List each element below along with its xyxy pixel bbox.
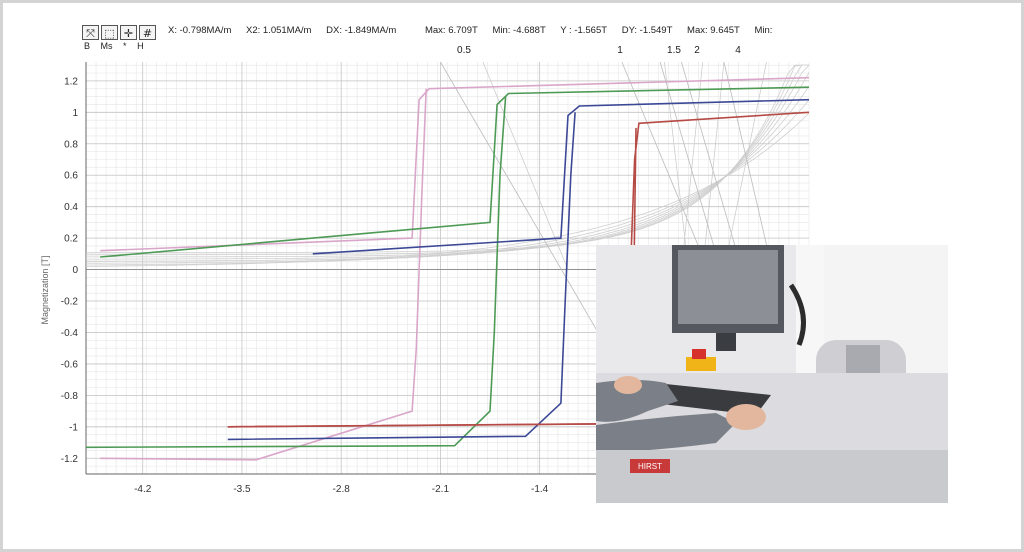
cursor-readout: X: -0.798MA/m X2: 1.051MA/m DX: -1.849MA… xyxy=(168,25,784,36)
readout-dx: DX: -1.849MA/m xyxy=(326,25,397,36)
y-tick-label: 1.2 xyxy=(64,76,78,87)
operator-arm-right xyxy=(596,413,736,453)
curve-label: 2 xyxy=(694,45,700,56)
y-tick-label: 1 xyxy=(72,108,78,119)
y-tick-label: -0.6 xyxy=(61,359,79,370)
operator-hand-left xyxy=(614,376,642,394)
y-tick-label: -1 xyxy=(69,422,78,433)
y-tick-label: -0.2 xyxy=(61,297,79,308)
mode-h[interactable]: H xyxy=(137,41,144,51)
y-tick-label: 0.6 xyxy=(64,171,78,182)
readout-x1: X: -0.798MA/m xyxy=(168,25,232,36)
curve-label: 1 xyxy=(617,45,623,56)
readout-max: Max: 6.709T xyxy=(424,25,478,36)
hysteresis-curves xyxy=(85,76,810,461)
zoom-box-icon[interactable]: ⬚ xyxy=(101,24,118,40)
cabinet-front xyxy=(596,450,948,503)
mode-star[interactable]: * xyxy=(123,41,127,51)
background-trace xyxy=(86,64,809,254)
y-tick-label: -0.4 xyxy=(61,328,79,339)
curve-upper-0 xyxy=(100,76,810,252)
mode-selector: B Ms * H xyxy=(84,41,152,51)
instrument-photo: HIRST xyxy=(596,245,948,503)
monitor-stand xyxy=(716,333,736,351)
load-line xyxy=(681,61,704,270)
brand-plate xyxy=(630,459,670,473)
y-tick-label: 0.8 xyxy=(64,139,78,150)
zoom-fit-icon[interactable]: ⤧ xyxy=(82,24,99,40)
emergency-stop xyxy=(686,357,716,371)
curve-upper-1 xyxy=(100,86,810,258)
load-line xyxy=(723,61,767,270)
readout-x2: X2: 1.051MA/m xyxy=(246,25,312,36)
background-trace xyxy=(86,64,809,256)
curve-labels: 0.5 1 1.5 2 4 xyxy=(457,45,741,56)
mode-ms[interactable]: Ms xyxy=(100,41,113,51)
readout-min2: Min: xyxy=(754,25,773,36)
x-axis-ticks: -4.2 -3.5 -2.8 -2.1 -1.4 xyxy=(134,484,549,495)
curve-upper-2 xyxy=(312,98,810,255)
emergency-stop-button xyxy=(692,349,706,359)
x-tick-label: -2.8 xyxy=(333,484,351,495)
x-tick-label: -3.5 xyxy=(233,484,251,495)
readout-y: Y : -1.565T xyxy=(560,25,608,36)
mode-b[interactable]: B xyxy=(84,41,91,51)
curve-label: 1.5 xyxy=(667,45,681,56)
x-tick-label: -4.2 xyxy=(134,484,152,495)
readout-max2: Max: 9.645T xyxy=(687,25,740,36)
curve-lower-1 xyxy=(85,96,507,449)
curve-lower-2 xyxy=(227,112,576,441)
y-tick-label: 0.4 xyxy=(64,202,78,213)
operator-hand-right xyxy=(726,404,766,430)
load-line xyxy=(702,61,725,270)
grid-icon[interactable]: # xyxy=(139,24,156,40)
background-trace xyxy=(86,64,809,258)
curve-label: 4 xyxy=(735,45,741,56)
crosshair-icon[interactable]: ✛ xyxy=(120,24,137,40)
cable xyxy=(788,283,806,346)
chart-toolbar: ⤧ ⬚ ✛ # xyxy=(82,22,158,42)
load-line xyxy=(482,61,569,270)
y-tick-label: 0.2 xyxy=(64,234,78,245)
y-axis-ticks: 1.2 1 0.8 0.6 0.4 0.2 0 -0.2 -0.4 -0.6 -0.8 -1 -1.2 xyxy=(61,76,79,464)
operator-arm-left xyxy=(596,380,678,422)
curve-label: 0.5 xyxy=(457,45,471,56)
readout-min: Min: -4.688T xyxy=(492,25,546,36)
y-tick-label: 0 xyxy=(72,265,78,276)
monitor-screen xyxy=(678,250,778,324)
curve-lower-0 xyxy=(100,88,427,461)
y-tick-label: -0.8 xyxy=(61,391,79,402)
x-tick-label: -1.4 xyxy=(531,484,549,495)
readout-dy: DY: -1.549T xyxy=(621,25,673,36)
load-line xyxy=(664,61,689,270)
x-tick-label: -2.1 xyxy=(432,484,450,495)
y-axis-label: Magnetization [T] xyxy=(40,255,50,324)
y-tick-label: -1.2 xyxy=(61,454,79,465)
brand-plate-text: HIRST xyxy=(638,462,662,471)
